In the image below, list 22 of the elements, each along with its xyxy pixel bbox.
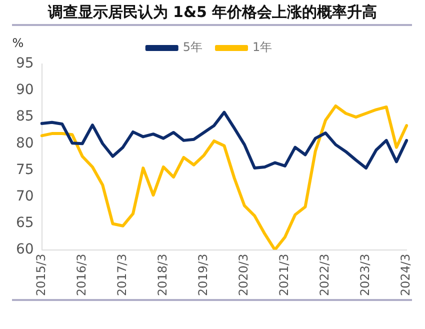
y-tick-label: 95	[16, 56, 34, 72]
legend-label: 1年	[252, 40, 272, 54]
y-tick-label: 80	[16, 135, 34, 152]
x-tick-label: 2023/3	[358, 254, 372, 296]
y-axis-title: %	[12, 36, 24, 50]
y-tick-label: 90	[16, 82, 34, 98]
x-tick-label: 2017/3	[115, 254, 130, 296]
x-tick-label: 2020/3	[236, 254, 251, 296]
x-tick-label: 2016/3	[74, 254, 88, 296]
legend-label: 5年	[182, 40, 203, 54]
x-tick-label: 2019/3	[196, 254, 210, 296]
y-tick-label: 75	[16, 162, 34, 178]
x-tick-label: 2015/3	[34, 254, 48, 296]
x-tick-label: 2022/3	[318, 254, 332, 296]
x-tick-label: 2021/3	[277, 254, 292, 296]
y-tick-label: 85	[16, 108, 34, 125]
y-tick-label: 60	[16, 241, 34, 258]
chart-title: 调查显示居民认为 1&5 年价格会上涨的概率升高	[46, 3, 378, 22]
y-tick-label: 65	[16, 214, 34, 231]
y-tick-label: 70	[16, 188, 34, 204]
x-tick-label: 2018/3	[156, 254, 170, 296]
x-tick-label: 2024/3	[398, 254, 413, 296]
